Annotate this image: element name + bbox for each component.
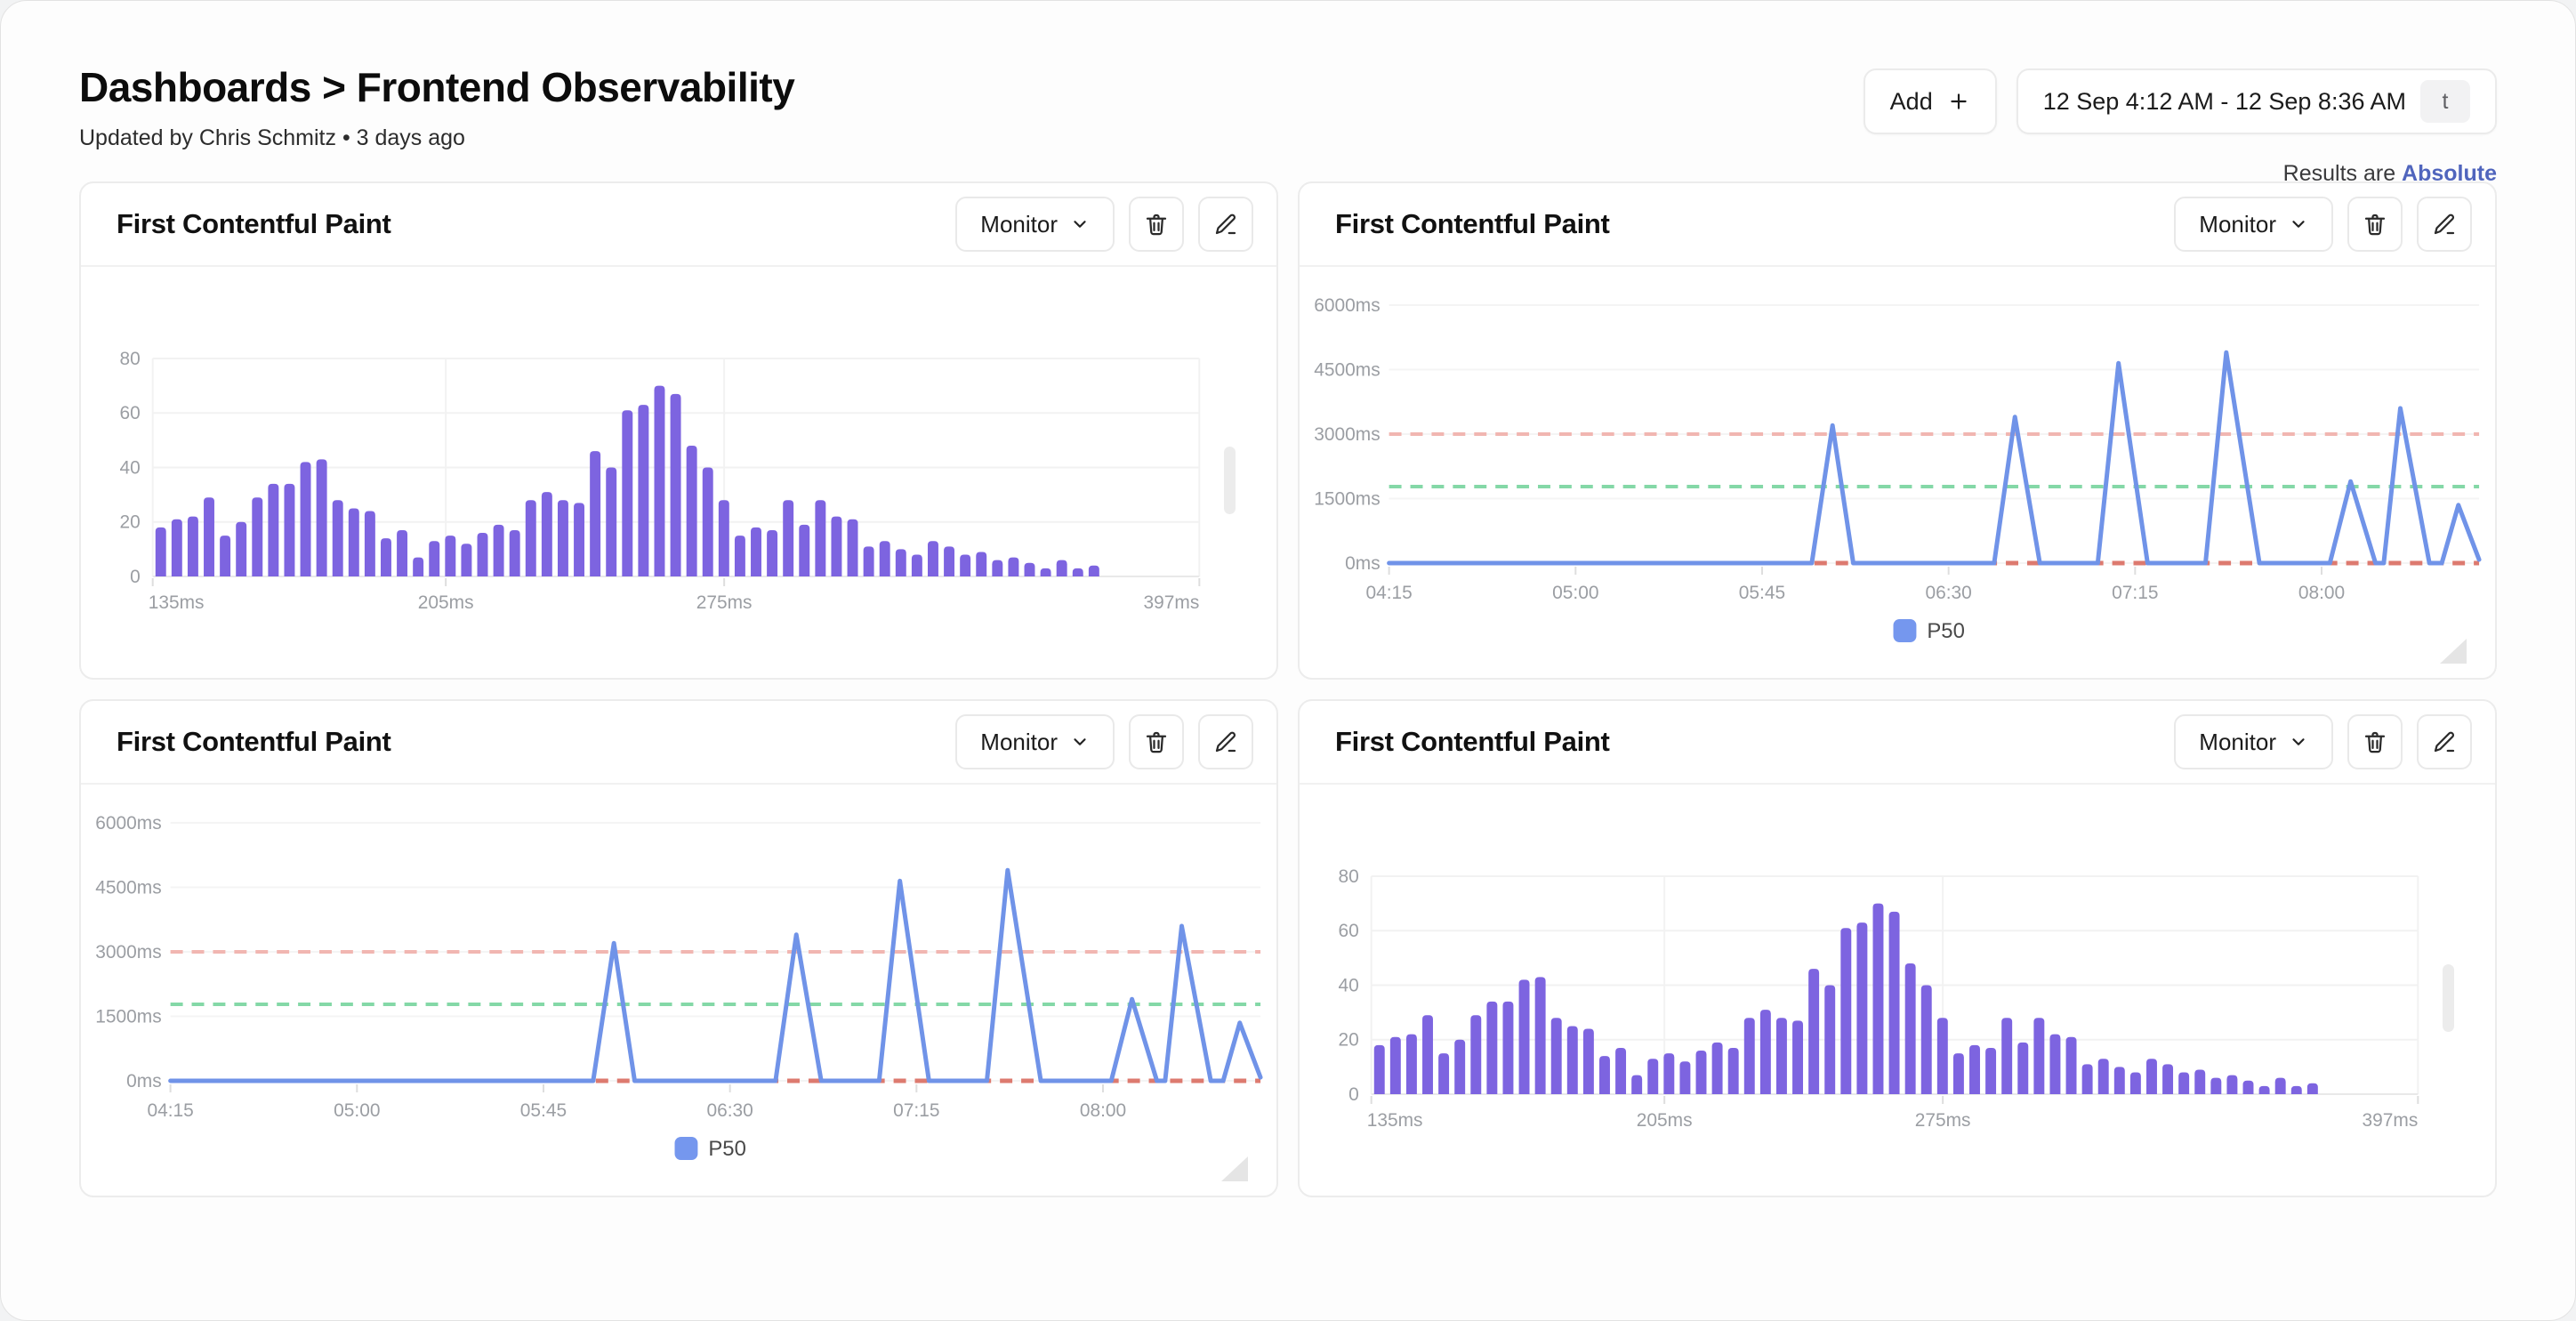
svg-text:07:15: 07:15 (893, 1100, 939, 1121)
svg-text:1500ms: 1500ms (1314, 488, 1380, 509)
delete-panel-button[interactable] (2347, 197, 2403, 252)
page-header: Dashboards > Frontend Observability Upda… (1, 1, 2575, 186)
svg-text:60: 60 (1338, 921, 1358, 941)
monitor-dropdown-label: Monitor (980, 210, 1058, 238)
monitor-dropdown[interactable]: Monitor (955, 714, 1115, 769)
svg-text:05:45: 05:45 (520, 1100, 567, 1121)
edit-panel-button[interactable] (1198, 714, 1253, 769)
shortcut-key-badge: t (2420, 80, 2470, 123)
svg-text:05:00: 05:00 (334, 1100, 380, 1121)
edit-panel-button[interactable] (2417, 197, 2472, 252)
monitor-dropdown-label: Monitor (980, 728, 1058, 755)
fcp-p50-chart: 0ms 1500ms 3000ms 4500ms 6000ms 04:15 05:00 05:… (1300, 267, 2495, 678)
panel-fcp-p50-bottom: First Contentful Paint Monitor 0ms 1500ms… (79, 699, 1278, 1197)
fcp-histogram-chart: 0 20 40 60 80 135ms 205ms 275ms 397ms (81, 267, 1276, 678)
chevron-down-icon (1074, 738, 1086, 745)
panel-title: First Contentful Paint (1335, 726, 1610, 757)
svg-text:06:30: 06:30 (706, 1100, 753, 1121)
pencil-icon (1215, 731, 1236, 753)
panel-title: First Contentful Paint (1335, 208, 1610, 239)
svg-text:397ms: 397ms (2363, 1110, 2419, 1131)
svg-text:397ms: 397ms (1144, 592, 1200, 613)
monitor-dropdown[interactable]: Monitor (2174, 197, 2333, 252)
resize-grip[interactable] (1221, 1156, 1248, 1181)
svg-text:04:15: 04:15 (1365, 583, 1412, 603)
svg-text:08:00: 08:00 (2298, 583, 2345, 603)
trash-icon (2364, 731, 2386, 753)
svg-text:40: 40 (119, 457, 140, 478)
svg-text:05:00: 05:00 (1552, 583, 1598, 603)
date-range-label: 12 Sep 4:12 AM - 12 Sep 8:36 AM (2042, 87, 2406, 115)
svg-text:135ms: 135ms (149, 592, 205, 613)
svg-text:1500ms: 1500ms (95, 1006, 161, 1027)
svg-text:0ms: 0ms (1345, 553, 1381, 574)
pencil-icon (1215, 213, 1236, 235)
svg-text:6000ms: 6000ms (95, 813, 161, 834)
svg-text:P50: P50 (708, 1137, 746, 1161)
svg-text:3000ms: 3000ms (95, 942, 161, 963)
panel-title: First Contentful Paint (117, 208, 391, 239)
plus-icon (1951, 93, 1967, 109)
trash-icon (1146, 213, 1167, 236)
edit-panel-button[interactable] (1198, 197, 1253, 252)
panel-scrollbar-thumb[interactable] (2443, 964, 2454, 1032)
svg-text:4500ms: 4500ms (1314, 359, 1380, 380)
edit-panel-button[interactable] (2417, 714, 2472, 769)
delete-panel-button[interactable] (2347, 714, 2403, 769)
svg-text:04:15: 04:15 (147, 1100, 193, 1121)
add-button[interactable]: Add (1863, 68, 1997, 134)
svg-text:P50: P50 (1927, 619, 1965, 643)
svg-text:135ms: 135ms (1367, 1110, 1423, 1131)
trash-icon (1146, 731, 1167, 753)
svg-text:40: 40 (1338, 975, 1358, 995)
svg-text:20: 20 (1338, 1030, 1358, 1051)
panel-fcp-histogram-top: First Contentful Paint Monitor 0 20 40 60 80… (79, 181, 1278, 680)
svg-text:05:45: 05:45 (1739, 583, 1785, 603)
panel-scrollbar-thumb[interactable] (1224, 447, 1236, 514)
svg-text:20: 20 (119, 512, 140, 533)
svg-text:205ms: 205ms (1637, 1110, 1693, 1131)
svg-text:0ms: 0ms (126, 1071, 162, 1091)
panel-fcp-p50-top: First Contentful Paint Monitor 0ms 1500ms… (1298, 181, 2497, 680)
svg-text:06:30: 06:30 (1925, 583, 1971, 603)
monitor-dropdown[interactable]: Monitor (955, 197, 1115, 252)
svg-text:80: 80 (119, 349, 140, 369)
svg-text:08:00: 08:00 (1080, 1100, 1126, 1121)
delete-panel-button[interactable] (1129, 197, 1184, 252)
monitor-dropdown-label: Monitor (2199, 728, 2276, 755)
svg-text:60: 60 (119, 403, 140, 423)
monitor-dropdown-label: Monitor (2199, 210, 2276, 238)
fcp-histogram-chart: 0 20 40 60 80 135ms 205ms 275ms 397ms (1300, 785, 2495, 1196)
svg-text:275ms: 275ms (1915, 1110, 1971, 1131)
delete-panel-button[interactable] (1129, 714, 1184, 769)
panel-title: First Contentful Paint (117, 726, 391, 757)
svg-text:80: 80 (1338, 866, 1358, 887)
svg-text:205ms: 205ms (418, 592, 474, 613)
dashboard-grid: First Contentful Paint Monitor 0 20 40 60 80… (79, 181, 2497, 1197)
fcp-p50-chart: 0ms 1500ms 3000ms 4500ms 6000ms 04:15 05:00 05:… (81, 785, 1276, 1196)
chevron-down-icon (1074, 221, 1086, 228)
chevron-down-icon (2292, 738, 2305, 745)
svg-text:275ms: 275ms (696, 592, 753, 613)
resize-grip[interactable] (2440, 639, 2467, 664)
pencil-icon (2434, 731, 2455, 753)
svg-text:0: 0 (1348, 1084, 1359, 1105)
date-range-button[interactable]: 12 Sep 4:12 AM - 12 Sep 8:36 AM t (2016, 68, 2497, 134)
svg-text:4500ms: 4500ms (95, 877, 161, 898)
updated-byline: Updated by Chris Schmitz • 3 days ago (79, 125, 465, 150)
trash-icon (2364, 213, 2386, 236)
monitor-dropdown[interactable]: Monitor (2174, 714, 2333, 769)
add-button-label: Add (1889, 87, 1933, 115)
svg-text:6000ms: 6000ms (1314, 295, 1380, 316)
svg-text:07:15: 07:15 (2112, 583, 2158, 603)
panel-fcp-histogram-bottom: First Contentful Paint Monitor 0 20 40 60 80… (1298, 699, 2497, 1197)
chevron-down-icon (2292, 221, 2305, 228)
svg-text:3000ms: 3000ms (1314, 424, 1380, 445)
page-title: Dashboards > Frontend Observability (79, 64, 795, 110)
pencil-icon (2434, 213, 2455, 235)
svg-text:0: 0 (130, 567, 141, 587)
